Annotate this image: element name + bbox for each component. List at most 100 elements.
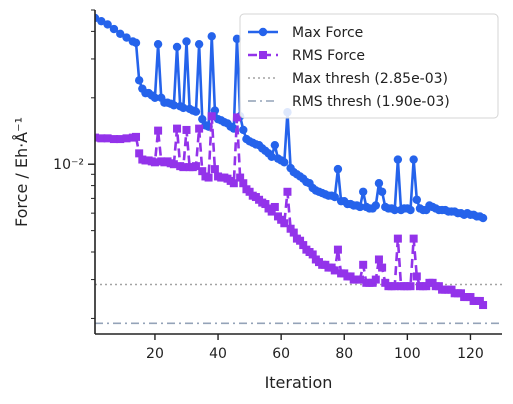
max-force-point bbox=[232, 34, 242, 44]
x-tick-label: 60 bbox=[272, 346, 290, 362]
rms-force-point bbox=[267, 207, 276, 216]
rms-force-point bbox=[283, 187, 292, 196]
legend-marker bbox=[259, 51, 267, 59]
rms-force-point bbox=[371, 275, 380, 284]
max-force-point bbox=[194, 39, 204, 49]
rms-force-point bbox=[261, 200, 270, 209]
rms-force-point bbox=[122, 134, 131, 143]
max-force-point bbox=[270, 140, 280, 150]
max-force-point bbox=[393, 155, 403, 164]
rms-force-point bbox=[232, 113, 241, 122]
x-tick-label: 120 bbox=[457, 346, 484, 362]
rms-force-point bbox=[198, 167, 207, 176]
rms-force-point bbox=[236, 173, 245, 182]
rms-force-point bbox=[204, 173, 213, 182]
max-force-point bbox=[116, 29, 125, 39]
rms-force-point bbox=[229, 179, 238, 188]
rms-force-point bbox=[135, 149, 144, 158]
rms-force-point bbox=[289, 228, 298, 237]
legend-marker bbox=[258, 27, 268, 37]
legend-entry-max-thresh: Max thresh (2.85e-03) bbox=[248, 71, 448, 87]
x-tick-label: 100 bbox=[394, 346, 421, 362]
axes: 20 40 60 80 100 120 10⁻² bbox=[53, 9, 502, 362]
max-force-point bbox=[179, 103, 188, 113]
max-force-point bbox=[134, 76, 144, 85]
max-force-point bbox=[191, 107, 201, 116]
legend-entry-max-force: Max Force bbox=[248, 25, 363, 41]
rms-force-point bbox=[409, 234, 418, 243]
rms-force-point bbox=[109, 135, 118, 144]
legend-label: Max Force bbox=[292, 25, 363, 41]
rms-force-point bbox=[333, 245, 342, 254]
max-force-point bbox=[374, 179, 384, 188]
rms-force-point bbox=[475, 296, 484, 305]
x-tick-label: 40 bbox=[209, 346, 227, 362]
max-force-point bbox=[97, 16, 106, 26]
max-force-point bbox=[377, 187, 387, 196]
rms-force-point bbox=[195, 124, 204, 133]
max-force-point bbox=[153, 39, 163, 49]
rms-force-point bbox=[169, 160, 178, 169]
max-force-point bbox=[406, 205, 415, 215]
max-force-point bbox=[412, 195, 422, 204]
max-force-point bbox=[390, 205, 399, 215]
max-force-point bbox=[172, 42, 182, 52]
rms-force-point bbox=[270, 202, 279, 211]
max-force-point bbox=[280, 158, 289, 167]
max-force-point bbox=[198, 114, 207, 124]
max-force-point bbox=[207, 32, 216, 41]
legend-label: RMS thresh (1.90e-03) bbox=[292, 94, 450, 110]
max-force-point bbox=[169, 101, 179, 110]
rms-force-point bbox=[378, 263, 387, 272]
rms-force-point bbox=[280, 219, 289, 228]
rms-force-point bbox=[150, 158, 159, 167]
max-force-point bbox=[330, 192, 339, 202]
legend-label: Max thresh (2.85e-03) bbox=[292, 71, 448, 87]
x-tick-label: 80 bbox=[335, 346, 353, 362]
rms-force-point bbox=[406, 282, 415, 291]
y-tick-label: 10⁻² bbox=[53, 157, 84, 173]
rms-force-point bbox=[356, 275, 365, 284]
rms-force-point bbox=[374, 255, 383, 264]
max-force-point bbox=[109, 24, 119, 34]
legend-entry-rms-force: RMS Force bbox=[248, 48, 365, 64]
plot-area bbox=[95, 13, 502, 325]
rms-force-point bbox=[210, 165, 219, 174]
max-force-point bbox=[239, 125, 248, 135]
rms-force-point bbox=[239, 179, 248, 188]
rms-force-point bbox=[207, 112, 216, 121]
rms-force-point bbox=[154, 126, 163, 135]
rms-force-point bbox=[308, 250, 317, 259]
max-force-point bbox=[478, 213, 488, 223]
max-force-point bbox=[371, 201, 380, 210]
max-force-point bbox=[182, 37, 191, 46]
max-force-point bbox=[150, 93, 160, 102]
rms-force-point bbox=[116, 135, 125, 144]
y-axis-label: Force / Eh·Å⁻¹ bbox=[12, 117, 31, 227]
x-tick-label: 20 bbox=[146, 346, 164, 362]
max-force-point bbox=[358, 187, 368, 196]
max-force-point bbox=[131, 38, 141, 48]
legend: Max Force RMS Force Max thresh (2.85e-03) R… bbox=[239, 13, 499, 119]
rms-force-point bbox=[103, 134, 112, 143]
rms-force-point bbox=[132, 132, 141, 141]
rms-force-point bbox=[479, 301, 488, 310]
legend-box bbox=[239, 13, 499, 119]
legend-label: RMS Force bbox=[292, 48, 365, 64]
legend-entry-rms-thresh: RMS thresh (1.90e-03) bbox=[248, 94, 450, 110]
rms-force-point bbox=[330, 266, 339, 275]
max-force-point bbox=[267, 152, 276, 162]
rms-force-line bbox=[95, 114, 485, 306]
rms-force-point bbox=[393, 234, 402, 243]
rms-force-point bbox=[95, 133, 99, 142]
rms-force-point bbox=[359, 260, 368, 269]
max-force-point bbox=[333, 164, 343, 174]
rms-force-point bbox=[296, 236, 305, 245]
rms-force-point bbox=[179, 163, 188, 172]
max-force-point bbox=[409, 155, 418, 164]
rms-force-point bbox=[173, 124, 182, 133]
rms-force-point bbox=[390, 282, 399, 291]
x-axis-label: Iteration bbox=[265, 373, 333, 392]
